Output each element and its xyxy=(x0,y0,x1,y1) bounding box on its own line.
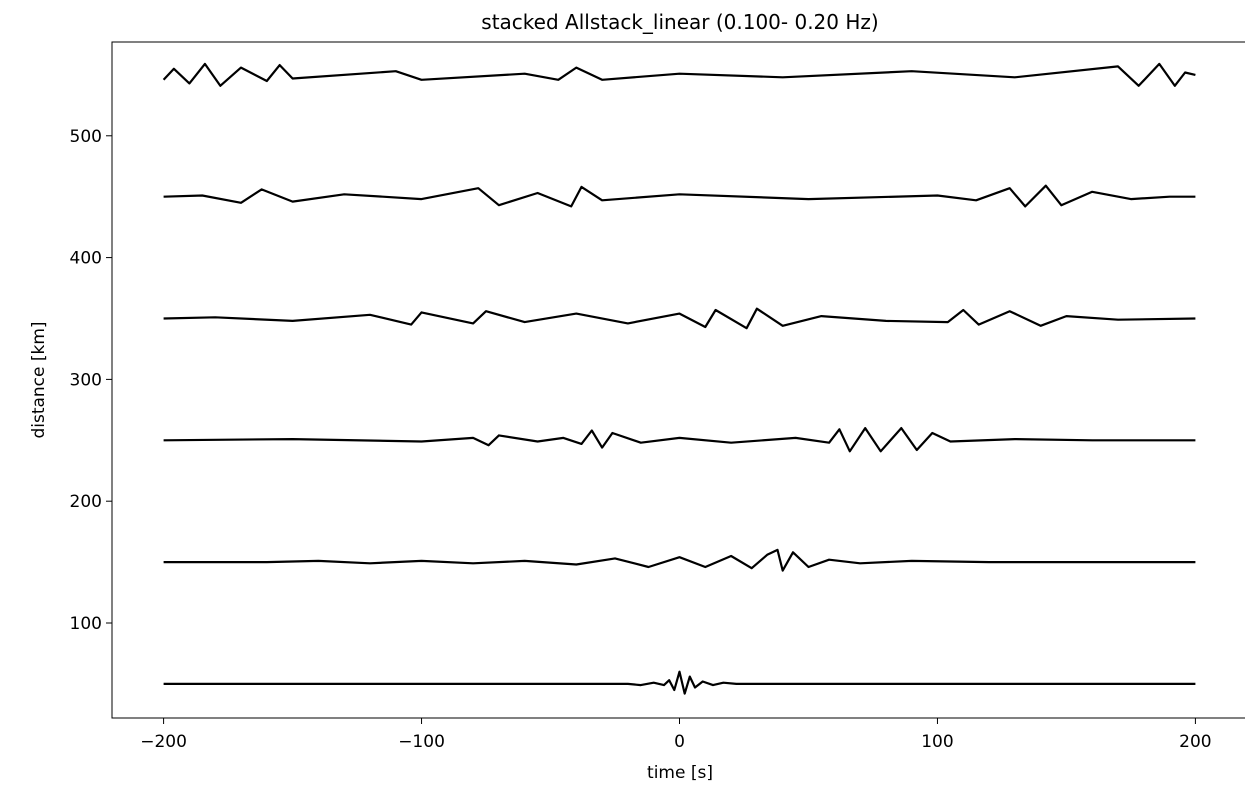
trace-line xyxy=(163,670,1196,695)
y-tick-label: 300 xyxy=(70,370,102,390)
trace-line xyxy=(163,184,1196,208)
trace-line xyxy=(163,307,1196,330)
y-tick-label: 200 xyxy=(70,492,102,512)
x-axis-label: time [s] xyxy=(647,763,713,783)
trace-group xyxy=(162,62,1196,695)
y-axis-ticks: 100 200 300 400 500 xyxy=(70,127,112,634)
x-axis-ticks: −200 −100 0 100 200 xyxy=(140,718,1212,752)
x-tick-label: 0 xyxy=(674,732,685,752)
x-tick-label: −100 xyxy=(398,732,445,752)
y-tick-label: 400 xyxy=(70,249,102,269)
x-tick-label: 200 xyxy=(1179,732,1211,752)
trace-line xyxy=(162,62,1196,87)
y-tick-label: 500 xyxy=(70,127,102,147)
x-tick-label: 100 xyxy=(921,732,953,752)
trace-line xyxy=(163,548,1196,572)
y-axis-label: distance [km] xyxy=(29,321,49,438)
y-tick-label: 100 xyxy=(70,614,102,634)
chart-title: stacked Allstack_linear (0.100- 0.20 Hz) xyxy=(481,10,878,34)
trace-line xyxy=(163,427,1196,453)
plot-frame xyxy=(111,41,1245,719)
x-tick-label: −200 xyxy=(140,732,187,752)
